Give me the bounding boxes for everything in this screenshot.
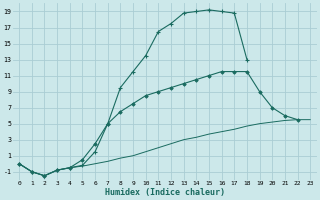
X-axis label: Humidex (Indice chaleur): Humidex (Indice chaleur) — [105, 188, 225, 197]
